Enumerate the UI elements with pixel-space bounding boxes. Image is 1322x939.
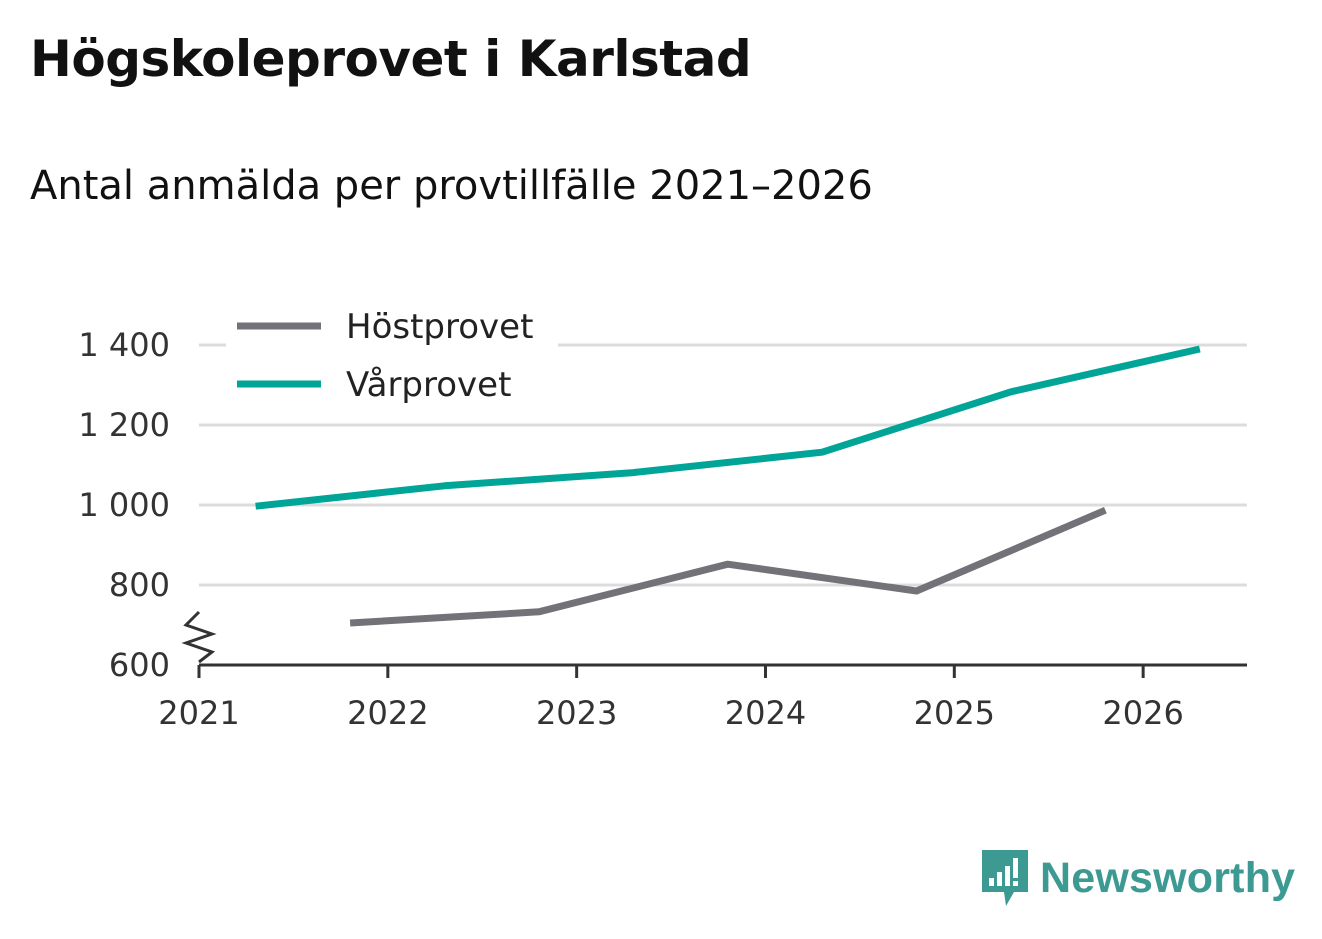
y-tick-label: 800 <box>109 566 170 604</box>
brand-name: Newsworthy <box>1040 853 1296 902</box>
legend: Höstprovet Vårprovet <box>226 300 558 412</box>
x-axis: 600 800 1 000 1 200 1 400 2021 2022 2023 2024 202… <box>78 326 1247 732</box>
x-tick-label: 2026 <box>1102 694 1183 732</box>
legend-label: Vårprovet <box>346 365 511 405</box>
series-line-varprovet <box>255 345 1201 510</box>
legend-background <box>226 300 558 412</box>
y-tick-label: 1 200 <box>78 406 170 444</box>
series-line-hostprovet <box>349 506 1107 627</box>
x-tick-label: 2023 <box>536 694 617 732</box>
series-lines <box>255 345 1201 627</box>
newsworthy-logo: Newsworthy <box>980 848 1295 908</box>
legend-label: Höstprovet <box>346 307 533 347</box>
x-tick-label: 2022 <box>347 694 428 732</box>
y-tick-label: 1 000 <box>78 486 170 524</box>
chart-title: Högskoleprovet i Karlstad <box>30 30 752 88</box>
chart-subtitle: Antal anmälda per provtillfälle 2021–202… <box>30 163 873 209</box>
x-tick-label: 2024 <box>725 694 806 732</box>
y-tick-label: 600 <box>109 646 170 684</box>
y-axis-break-mark <box>181 610 217 664</box>
newsworthy-logo-icon <box>982 850 1028 906</box>
y-tick-label: 1 400 <box>78 326 170 364</box>
x-tick-label: 2025 <box>914 694 995 732</box>
x-tick-label: 2021 <box>158 694 239 732</box>
